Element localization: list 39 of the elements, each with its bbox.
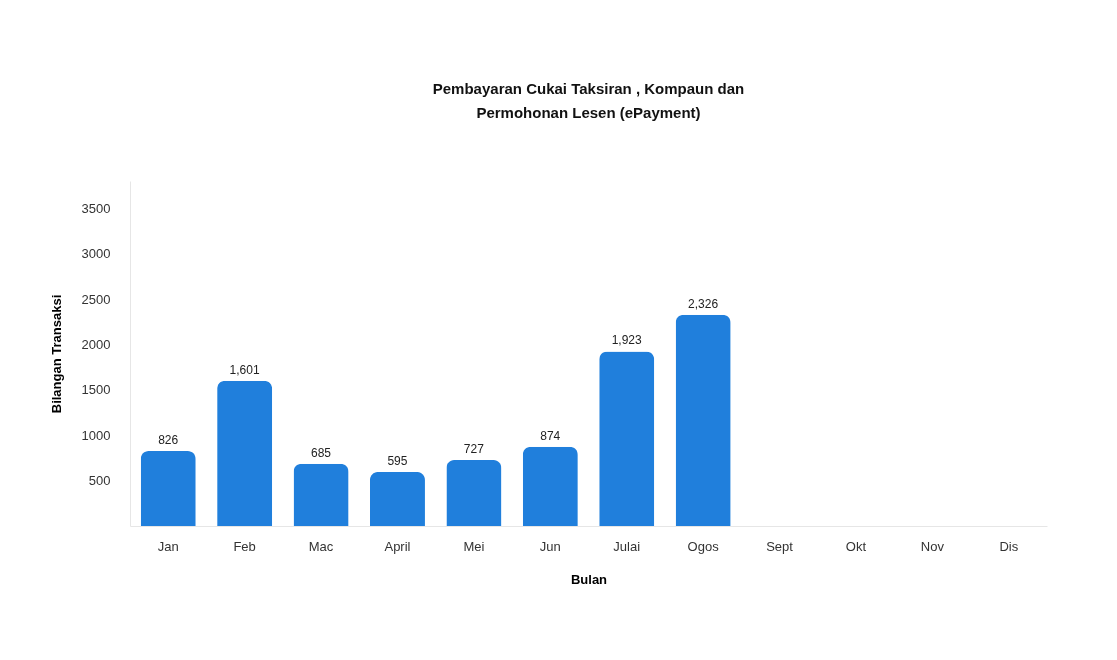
x-tick-label: Sept — [766, 538, 794, 554]
x-tick-label: Mac — [308, 538, 334, 554]
data-label: 826 — [158, 433, 179, 448]
x-tick-label: Jan — [157, 538, 179, 554]
bar — [369, 471, 425, 526]
y-tick-label: 3500 — [81, 200, 111, 216]
bar — [599, 351, 655, 526]
bar — [293, 463, 349, 526]
data-label: 595 — [387, 453, 408, 468]
text: Pembayaran Cukai Taksiran , Kompaun dan — [432, 80, 745, 97]
x-axis-title: Bulan — [570, 571, 608, 587]
bar — [522, 446, 578, 526]
x-tick-label: Okt — [845, 538, 867, 554]
data-label: 1,923 — [611, 333, 643, 348]
bar — [446, 460, 502, 526]
data-label: 1,601 — [229, 362, 260, 377]
x-tick-label: Jun — [539, 538, 561, 554]
text: Permohonan Lesen (ePayment) — [476, 104, 701, 121]
x-tick-label: April — [384, 538, 411, 554]
x-tick-label: Dis — [999, 538, 1019, 554]
bar — [217, 380, 273, 526]
bar — [140, 451, 196, 526]
y-tick-label: 500 — [88, 473, 111, 489]
y-tick-label: 2000 — [81, 336, 111, 352]
x-tick-label: Julai — [613, 538, 641, 554]
x-tick-label: Mei — [463, 538, 485, 554]
x-tick-label: Feb — [233, 538, 256, 554]
y-axis-title: Bilangan Transaksi — [48, 294, 64, 414]
y-tick-label: 1000 — [81, 427, 111, 443]
data-label: 727 — [463, 442, 485, 456]
bar — [675, 314, 731, 526]
x-tick-label: Ogos — [687, 538, 720, 554]
data-label: 2,326 — [688, 296, 719, 311]
data-label: 874 — [540, 428, 561, 443]
y-tick-label: 1500 — [81, 382, 111, 398]
data-label: 685 — [311, 445, 332, 460]
y-tick-label: 3000 — [81, 246, 111, 262]
y-tick-label: 2500 — [81, 291, 111, 307]
x-tick-label: Nov — [920, 538, 945, 554]
